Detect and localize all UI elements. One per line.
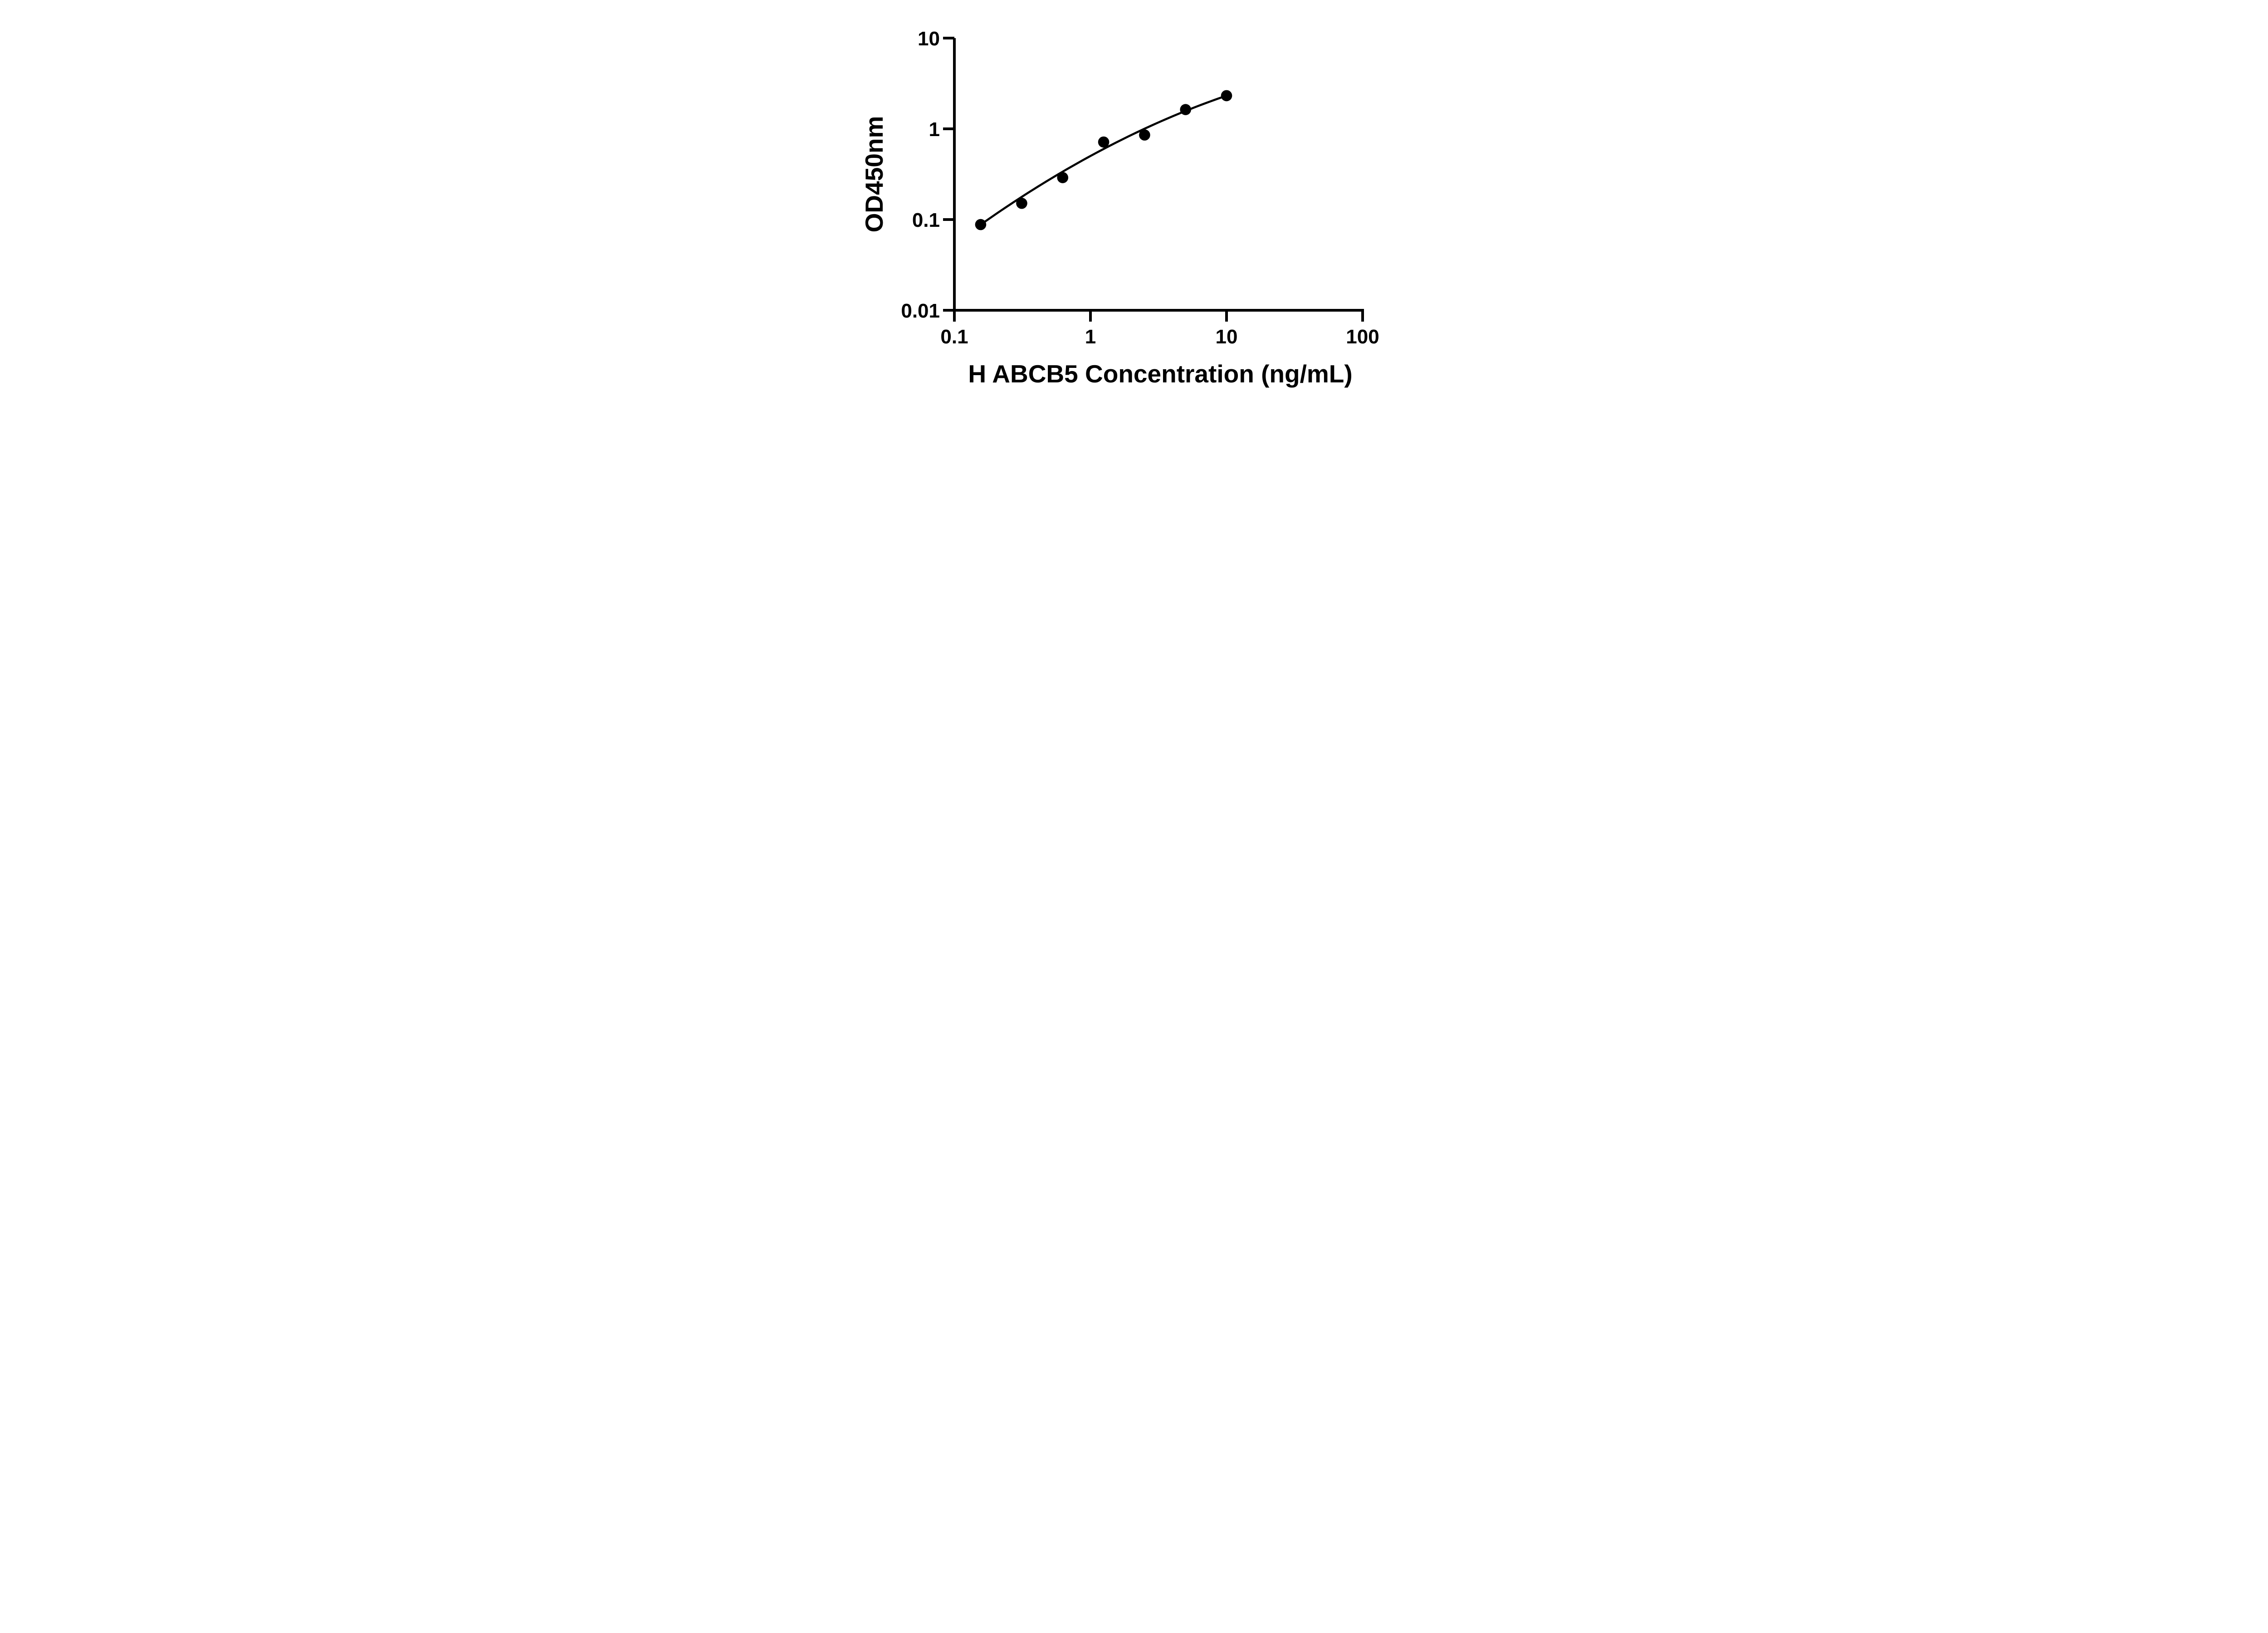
y-axis-title: OD450nm — [860, 116, 888, 233]
data-point — [1139, 129, 1150, 141]
data-point — [1057, 172, 1069, 183]
y-tick-label: 0.01 — [901, 300, 940, 322]
data-point — [1221, 90, 1232, 102]
elisa-standard-curve-figure: 10 1 0.1 0.01 0.1 1 10 100 H ABCB5 Concentratio… — [843, 0, 1425, 408]
data-point — [1098, 136, 1110, 148]
axis-ticks — [943, 37, 1364, 322]
data-point — [1180, 104, 1191, 115]
data-point — [1016, 197, 1027, 209]
x-axis-title: H ABCB5 Concentration (ng/mL) — [968, 360, 1352, 388]
data-points — [975, 90, 1232, 230]
data-point — [975, 219, 987, 230]
axes — [953, 38, 1364, 312]
x-tick-label: 100 — [1346, 326, 1379, 348]
x-tick-label: 10 — [1216, 326, 1238, 348]
x-tick-label: 0.1 — [940, 326, 968, 348]
y-tick-label: 10 — [918, 28, 940, 50]
y-tick-label: 1 — [929, 118, 940, 141]
x-tick-label: 1 — [1085, 326, 1096, 348]
y-tick-label: 0.1 — [912, 209, 940, 231]
